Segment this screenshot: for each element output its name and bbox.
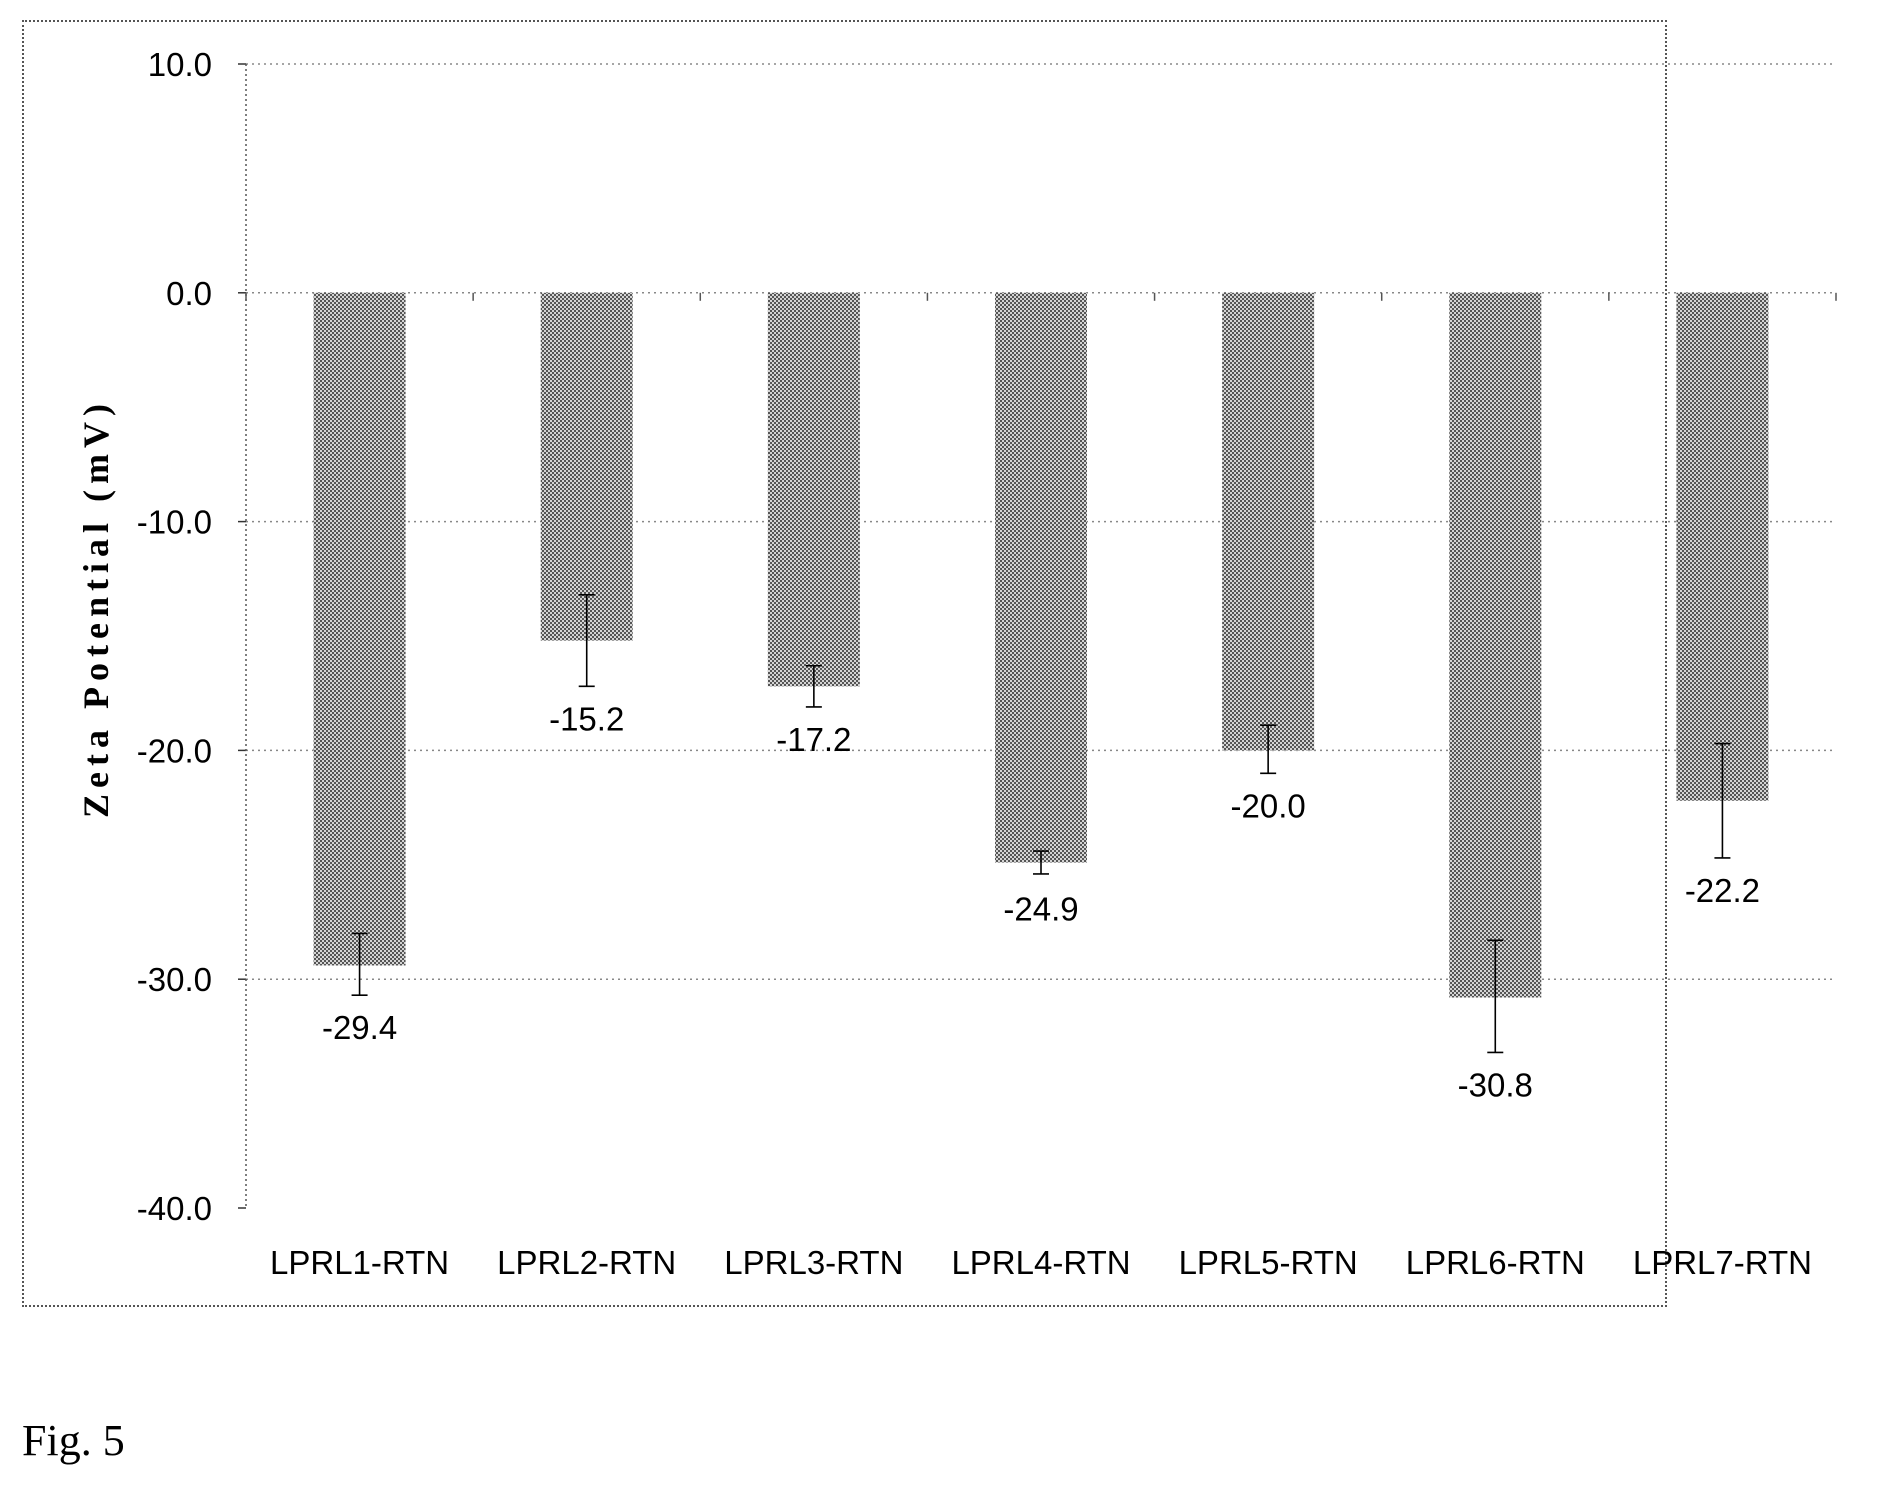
x-tick-label: LPRL3-RTN [724,1244,903,1281]
x-tick-label: LPRL6-RTN [1406,1244,1585,1281]
bar [1676,292,1769,801]
data-label: -15.2 [549,700,624,737]
figure-caption: Fig. 5 [22,1416,125,1465]
x-tick-label: LPRL4-RTN [951,1244,1130,1281]
bar [1222,292,1315,751]
bar [1449,292,1542,998]
bar-chart: 10.0 0.0 -10.0 -20.0 -30.0 -40.0 -29.4 -15.2 -1… [76,46,1837,1281]
data-label: -24.9 [1003,891,1078,928]
chart-frame [22,20,1667,1307]
y-tick-label: 0.0 [166,275,212,312]
data-label: -17.2 [776,721,851,758]
bar [313,292,406,966]
x-tick-label: LPRL1-RTN [270,1244,449,1281]
y-tick-label: 10.0 [148,46,212,83]
x-tick-label: LPRL2-RTN [497,1244,676,1281]
y-tick-label: -10.0 [137,504,212,541]
bars [313,292,1769,998]
x-tick-label: LPRL5-RTN [1179,1244,1358,1281]
x-tick-label: LPRL7-RTN [1633,1244,1812,1281]
y-axis: 10.0 0.0 -10.0 -20.0 -30.0 -40.0 [137,46,1837,1227]
y-tick-label: -20.0 [137,732,212,769]
data-label: -22.2 [1685,872,1760,909]
data-label: -30.8 [1458,1066,1533,1103]
bar [995,292,1087,863]
data-labels: -29.4 -15.2 -17.2 -24.9 -20.0 -30.8 -22.2 [322,700,1760,1103]
bar [767,292,860,687]
y-axis-title: Zeta Potential (mV) [76,398,116,818]
data-label: -29.4 [322,1009,397,1046]
gridlines [246,63,1836,980]
bar [540,292,633,641]
y-tick-label: -40.0 [137,1190,212,1227]
error-bars [351,594,1731,1054]
data-label: -20.0 [1231,787,1306,824]
x-tick-labels: LPRL1-RTN LPRL2-RTN LPRL3-RTN LPRL4-RTN LPRL… [270,1244,1812,1281]
y-tick-label: -30.0 [137,961,212,998]
